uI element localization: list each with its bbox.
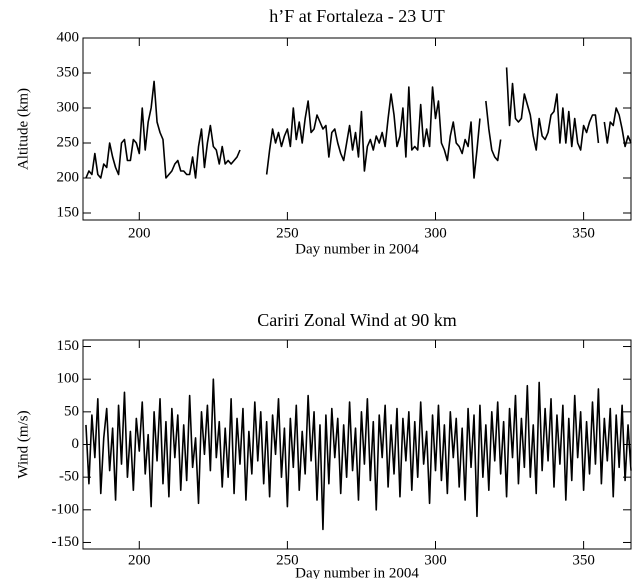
y-tick-label: 300 (57, 99, 80, 115)
y-tick-label: 0 (72, 436, 80, 452)
x-axis-label: Day number in 2004 (295, 241, 419, 257)
y-tick-label: 100 (57, 371, 80, 387)
y-tick-label: 50 (64, 403, 79, 419)
data-line (603, 107, 632, 148)
y-tick-label: -50 (59, 469, 79, 485)
x-tick-label: 300 (424, 225, 447, 241)
x-tick-label: 350 (572, 552, 595, 568)
y-tick-label: 150 (57, 338, 80, 354)
x-tick-label: 200 (128, 225, 151, 241)
data-line (265, 86, 481, 179)
y-tick-label: 250 (57, 134, 80, 150)
plot-frame (82, 37, 632, 221)
y-tick-label: -100 (52, 501, 80, 517)
x-axis-label: Day number in 2004 (295, 565, 419, 579)
x-tick-label: 200 (128, 552, 151, 568)
y-tick-label: 350 (57, 64, 80, 80)
y-tick-label: -150 (52, 534, 80, 550)
x-tick-label: 250 (276, 225, 299, 241)
y-axis-label: Wind (m/s) (15, 410, 31, 478)
y-tick-label: 150 (57, 204, 80, 220)
data-line (85, 378, 632, 531)
y-axis-label: Altitude (km) (15, 88, 31, 170)
y-tick-label: 200 (57, 169, 80, 185)
chart-title: h’F at Fortaleza - 23 UT (269, 6, 444, 26)
chart-title: Cariri Zonal Wind at 90 km (257, 310, 456, 330)
x-tick-label: 350 (572, 225, 595, 241)
data-line (505, 67, 600, 151)
data-line (85, 80, 241, 179)
x-tick-label: 250 (276, 552, 299, 568)
y-tick-label: 400 (57, 29, 80, 45)
x-tick-label: 300 (424, 552, 447, 568)
data-line (485, 100, 502, 162)
